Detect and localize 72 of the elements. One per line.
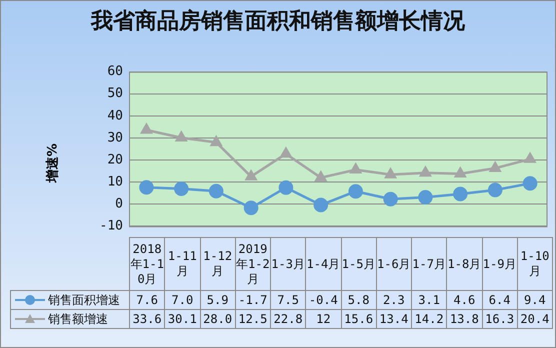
point <box>278 180 294 195</box>
point <box>245 170 257 180</box>
x-tick-label: 1-7月 <box>412 238 447 290</box>
x-tick-label: 1-8月 <box>446 238 482 290</box>
data-label: 12.5 <box>235 310 270 328</box>
point <box>454 167 466 178</box>
point <box>140 124 152 134</box>
point <box>384 168 396 178</box>
y-tick-label: 20 <box>107 152 123 168</box>
x-tick-label: 2018年1-10月 <box>130 238 165 290</box>
y-axis-title: 增速% <box>44 143 62 183</box>
data-label: 7.0 <box>164 290 200 310</box>
point <box>490 162 501 172</box>
legend-label: 销售额增速 <box>48 312 108 326</box>
y-tick-label: 60 <box>107 64 123 80</box>
data-label: 5.9 <box>200 290 236 310</box>
point <box>418 190 433 205</box>
point <box>350 163 362 174</box>
data-label: 12 <box>306 310 341 328</box>
x-tick-label: 1-6月 <box>376 238 412 290</box>
point <box>314 198 328 212</box>
data-label: 22.8 <box>270 310 306 328</box>
y-tick-label: -10 <box>100 218 123 234</box>
point <box>280 148 292 158</box>
data-label: 30.1 <box>164 310 200 328</box>
data-label: -0.4 <box>306 290 341 310</box>
legend-label: 销售面积增速 <box>48 292 120 306</box>
point <box>420 166 432 177</box>
point <box>524 152 536 163</box>
data-label: 5.8 <box>341 290 376 310</box>
data-label: 6.4 <box>482 290 518 310</box>
x-tick-label: 1-10月 <box>517 238 552 290</box>
point <box>174 181 189 196</box>
x-tick-label: 1-11月 <box>164 238 200 290</box>
point <box>522 176 538 191</box>
x-tick-label: 1-4月 <box>306 238 341 290</box>
data-label: 13.4 <box>376 310 412 328</box>
point <box>315 171 326 182</box>
chart-title: 我省商品房销售面积和销售额增长情况 <box>90 7 466 36</box>
data-label: 33.6 <box>130 310 165 328</box>
point <box>208 184 224 198</box>
data-label: 7.5 <box>270 290 306 310</box>
data-label: 16.3 <box>482 310 518 328</box>
data-label: 28.0 <box>200 310 236 328</box>
data-label: 20.4 <box>517 310 552 328</box>
x-tick-label: 1-9月 <box>482 238 518 290</box>
point <box>139 180 154 195</box>
point <box>210 136 222 146</box>
data-label: 7.6 <box>130 290 165 310</box>
x-tick-label: 2019年1-2月 <box>235 238 270 290</box>
data-label: 4.6 <box>446 290 482 310</box>
y-tick-label: 50 <box>107 86 123 102</box>
point <box>453 186 468 202</box>
x-tick-label: 1-3月 <box>270 238 306 290</box>
data-label: 13.8 <box>446 310 482 328</box>
point <box>383 192 398 206</box>
y-tick-label: 40 <box>107 108 123 124</box>
data-label: 2.3 <box>376 290 412 310</box>
y-tick-label: 10 <box>107 174 123 190</box>
point <box>244 200 258 216</box>
data-label: 14.2 <box>412 310 447 328</box>
x-tick-label: 1-12月 <box>200 238 236 290</box>
data-label: 15.6 <box>341 310 376 328</box>
data-label: -1.7 <box>235 290 270 310</box>
point <box>348 184 363 199</box>
point <box>488 182 502 198</box>
y-tick-label: 30 <box>107 130 123 146</box>
data-label: 9.4 <box>517 290 552 310</box>
x-tick-label: 1-5月 <box>341 238 376 290</box>
data-label: 3.1 <box>412 290 447 310</box>
y-tick-label: 0 <box>115 196 123 212</box>
point <box>176 132 187 142</box>
